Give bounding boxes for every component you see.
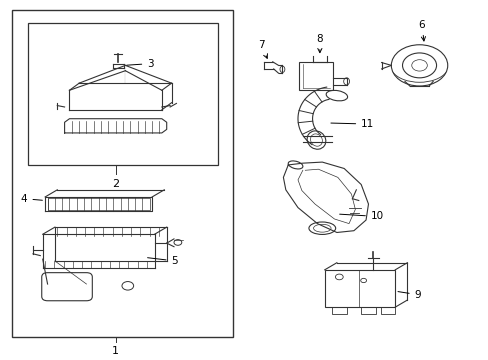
Text: 11: 11 [330, 119, 374, 129]
Text: 10: 10 [339, 211, 383, 221]
Bar [47, 198, 149, 210]
Bar [28, 23, 217, 165]
Bar [12, 10, 233, 337]
Text: 7: 7 [258, 40, 267, 58]
Bar [331, 307, 346, 314]
Text: 4: 4 [21, 194, 42, 204]
Text: 2: 2 [112, 179, 119, 189]
Text: 6: 6 [418, 20, 425, 41]
Bar [299, 62, 333, 90]
Text: 1: 1 [112, 346, 119, 356]
Text: 3: 3 [126, 59, 154, 69]
Bar [361, 307, 375, 314]
Bar [380, 307, 394, 314]
Bar [324, 270, 394, 307]
Text: 5: 5 [147, 256, 178, 266]
Text: 9: 9 [397, 290, 421, 300]
Text: 8: 8 [316, 34, 323, 53]
